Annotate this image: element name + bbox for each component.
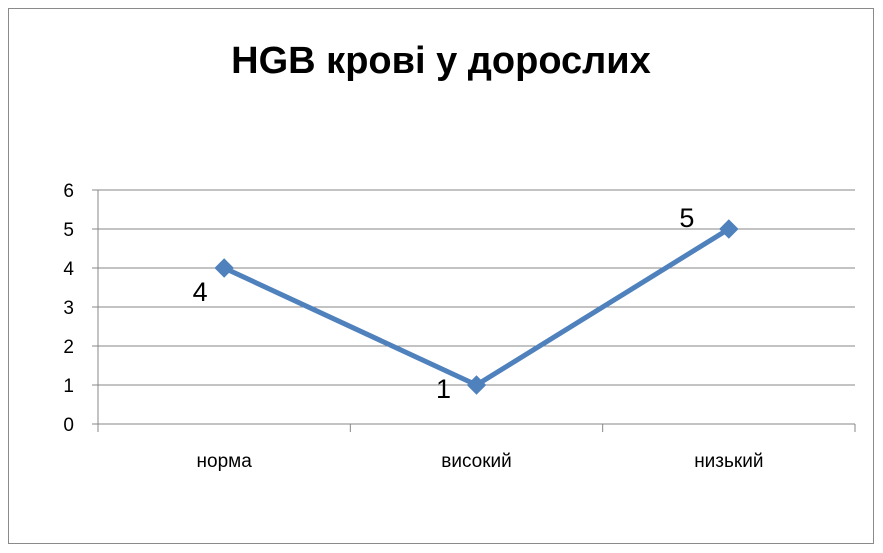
x-tick-label: норма — [197, 451, 253, 472]
axes — [92, 189, 856, 432]
y-tick-label: 5 — [63, 220, 74, 241]
data-point-marker — [466, 375, 487, 395]
x-tick-label: високий — [441, 451, 512, 472]
series-layer — [214, 219, 739, 395]
y-tick-label: 3 — [63, 298, 74, 319]
data-label: 4 — [193, 277, 208, 307]
data-point-marker — [214, 258, 234, 278]
y-tick-label: 0 — [63, 415, 74, 436]
chart-title: HGB крові у дорослих — [231, 40, 651, 82]
chart-frame — [8, 8, 874, 544]
y-tick-label: 4 — [63, 259, 74, 280]
y-tick-label: 1 — [63, 376, 74, 397]
labels-layer: 0 1 2 3 4 5 6 норма високий низький 4 1 5 — [63, 181, 763, 472]
y-tick-label: 2 — [63, 337, 74, 358]
gridlines — [98, 189, 855, 386]
x-tick-label: низький — [694, 451, 763, 472]
data-label: 1 — [436, 374, 451, 404]
y-tick-label: 6 — [63, 181, 74, 202]
data-label: 5 — [679, 203, 694, 233]
data-point-marker — [719, 219, 739, 239]
